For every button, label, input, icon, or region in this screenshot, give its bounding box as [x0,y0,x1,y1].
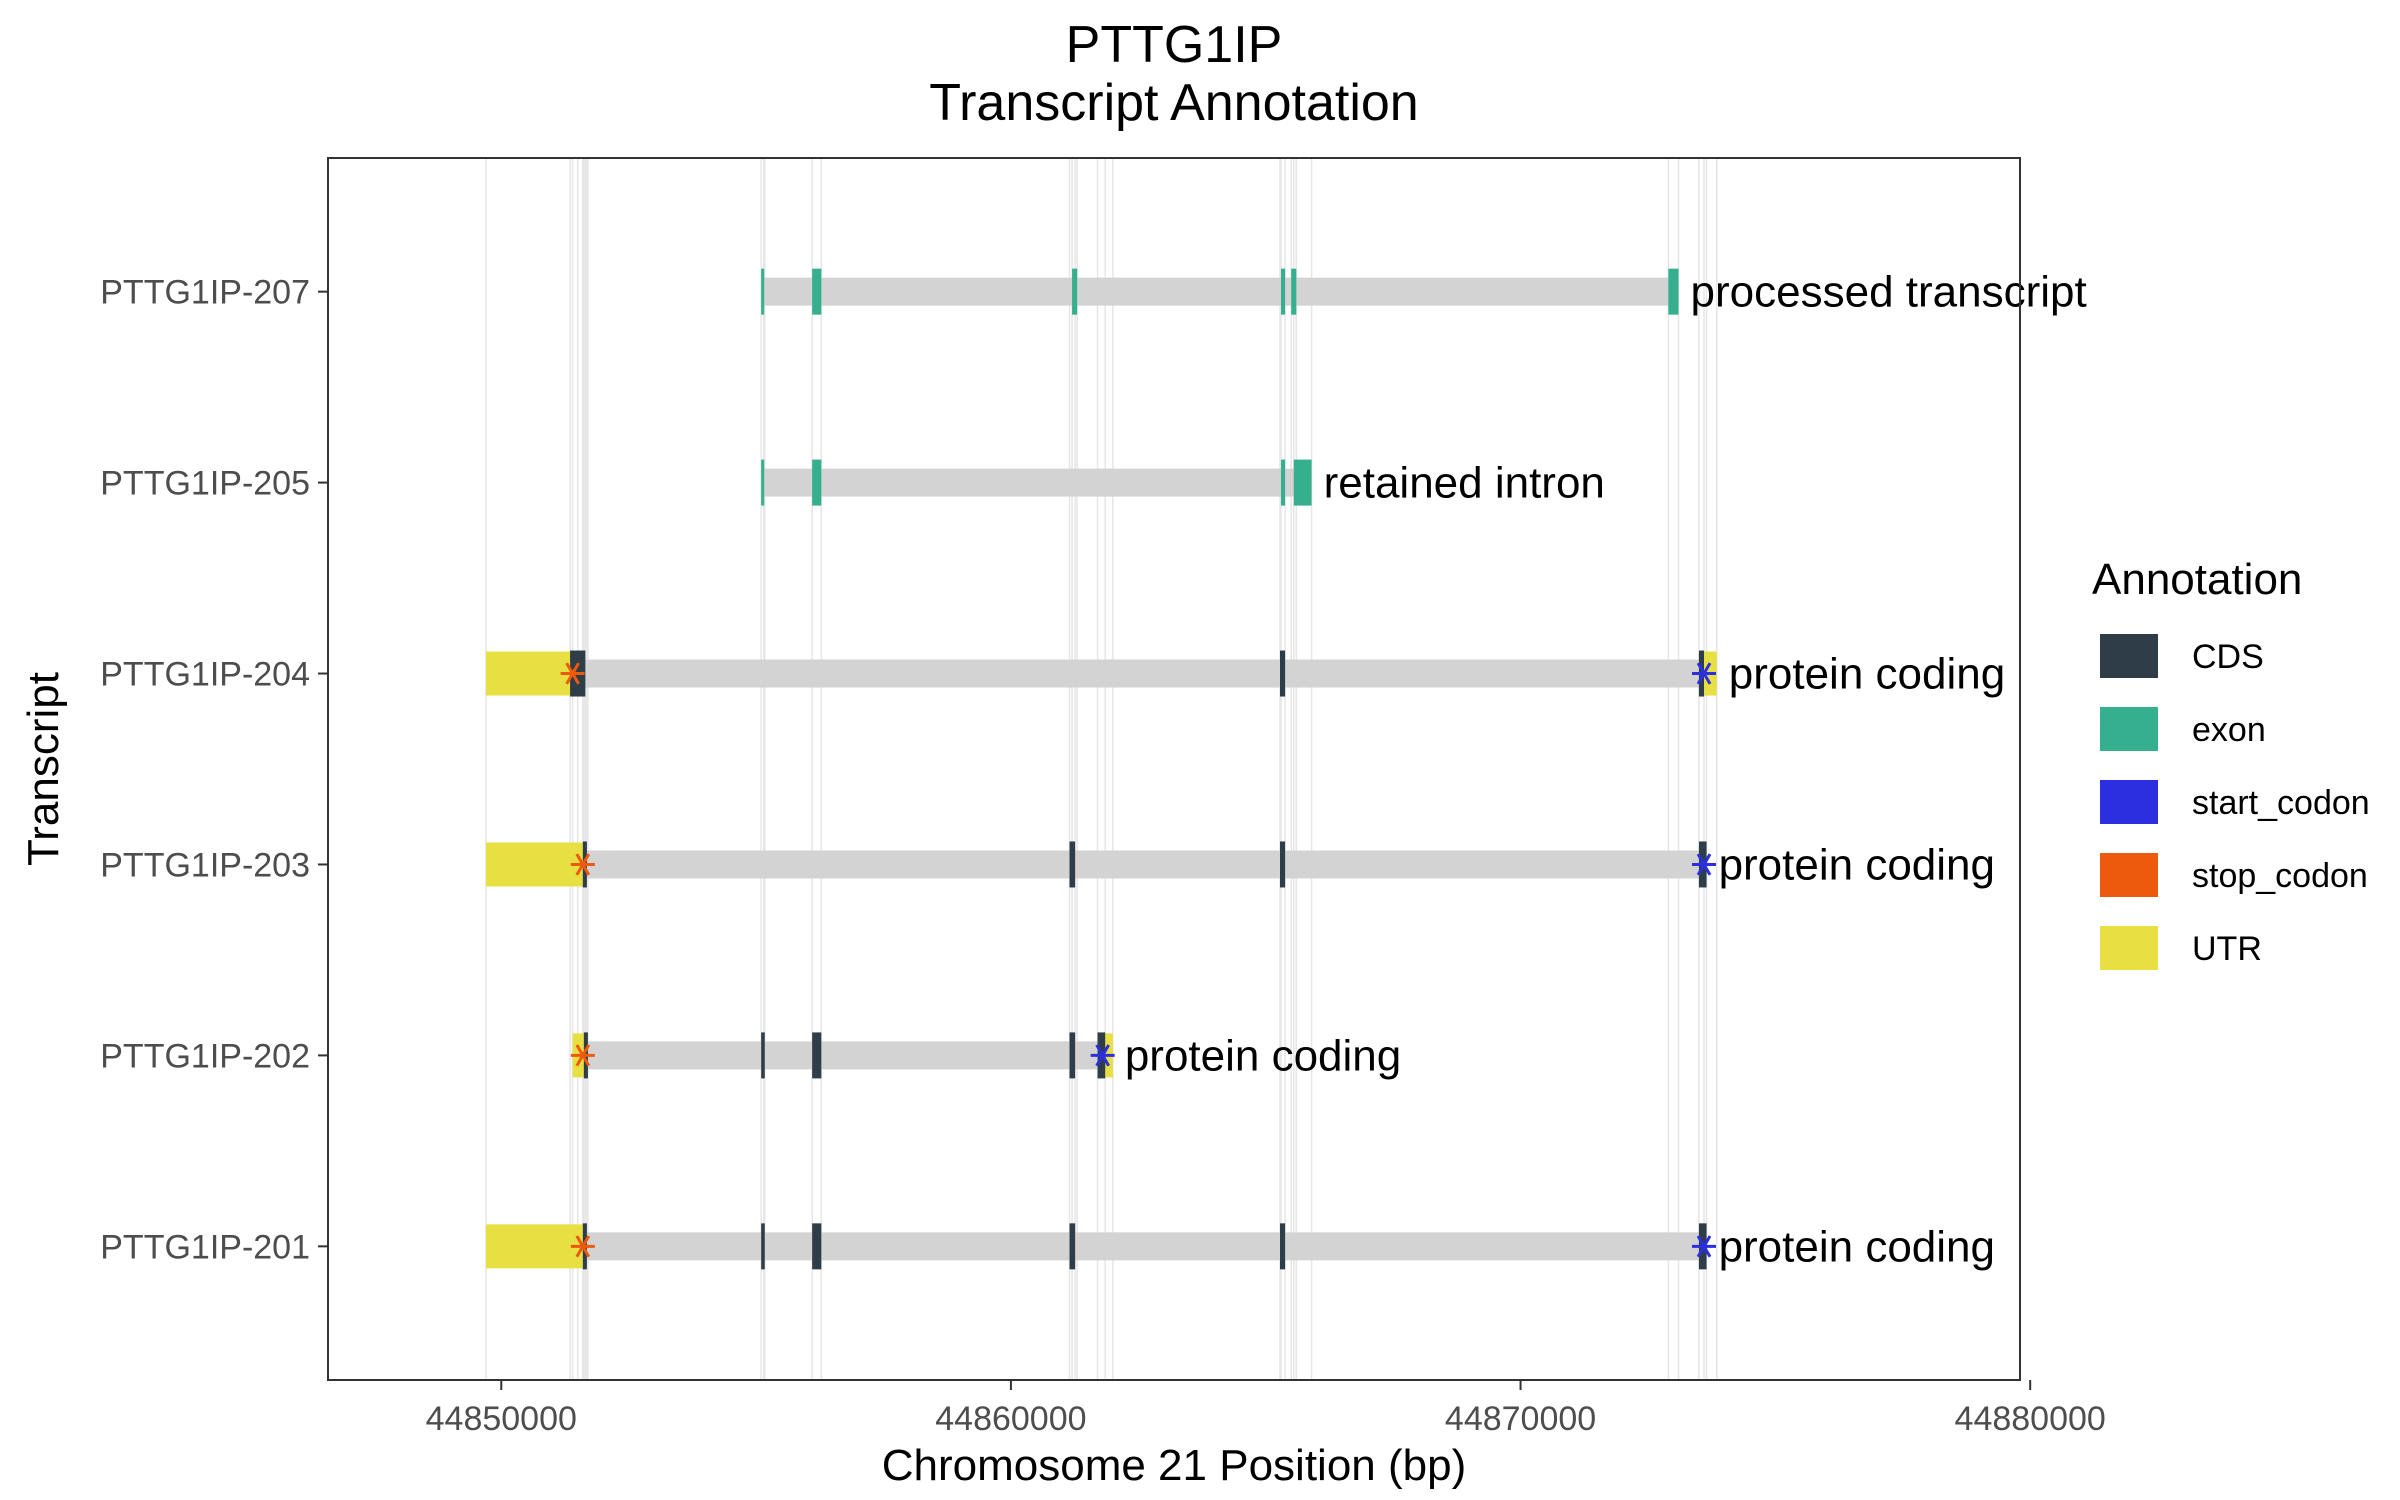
y-tick-label: PTTG1IP-207 [100,274,310,312]
y-tick-label: PTTG1IP-201 [100,1228,310,1266]
y-tick-label: PTTG1IP-203 [100,846,310,884]
legend-label: CDS [2192,638,2264,676]
x-tick-label: 44860000 [935,1400,1086,1438]
transcript-row: protein coding [485,840,1995,889]
cds-block [761,1223,765,1270]
biotype-label: processed transcript [1691,268,2087,317]
chart-subtitle: Transcript Annotation [929,74,1418,132]
transcript-row: processed transcript [761,268,2087,317]
x-tick-label: 44870000 [1445,1400,1596,1438]
intron-backbone [485,1232,1707,1261]
transcript-row: protein coding [485,650,2005,699]
stop-codon-marker-stroke [565,662,580,685]
biotype-label: protein coding [1125,1031,1401,1080]
stop-codon-marker [570,853,595,876]
cds-block [812,1223,822,1270]
transcript-row: retained intron [761,459,1605,508]
biotype-label: protein coding [1719,1222,1995,1271]
legend-title: Annotation [2092,555,2302,604]
y-tick-label: PTTG1IP-204 [100,656,310,694]
x-tick-label: 44850000 [426,1400,577,1438]
legend: Annotation CDS exon start_codon stop_codon U… [2092,555,2370,970]
legend-label: UTR [2192,930,2262,968]
cds-block [1280,841,1286,888]
stop-codon-marker [570,1044,595,1067]
exon-block [1281,459,1286,506]
start-codon-marker-stroke [1095,1044,1110,1067]
y-axis: PTTG1IP-207 PTTG1IP-205 PTTG1IP-204 PTTG1IP… [100,274,328,1266]
exon-block [1072,268,1078,315]
stop-codon-marker-stroke [575,1235,591,1258]
y-tick-label: PTTG1IP-205 [100,465,310,503]
cds-block [812,1032,822,1079]
transcript-tracks: processed transcript retained intron prote… [485,268,2087,1271]
transcript-row: protein coding [570,1031,1401,1080]
intron-backbone [485,659,1717,688]
cds-block [1280,1223,1286,1270]
panel-border [327,157,2021,1381]
legend-label: stop_codon [2192,857,2368,895]
intron-backbone [572,1041,1113,1070]
biotype-label: protein coding [1719,840,1995,889]
start-codon-marker [1692,662,1717,685]
intron-backbone [485,850,1707,879]
legend-items: CDS exon start_codon stop_codon UTR [2100,634,2370,970]
y-tick-label: PTTG1IP-202 [100,1037,310,1075]
x-axis: 44850000 44860000 44870000 44880000 [426,1380,2106,1438]
exon-block [1668,268,1679,315]
stop-codon-marker-stroke [575,853,591,876]
biotype-label: retained intron [1324,459,1605,508]
legend-swatch [2100,926,2158,970]
exon-block [761,268,765,315]
transcript-row: protein coding [485,1222,1995,1271]
utr-block [485,842,583,887]
exon-block [812,268,822,315]
gridlines [485,158,1718,1380]
chart-title: PTTG1IP [1066,16,1283,74]
x-tick-label: 44880000 [1955,1400,2106,1438]
stop-codon-marker [570,1235,595,1258]
legend-swatch [2100,634,2158,678]
start-codon-marker [1692,853,1717,876]
intron-backbone [761,277,1679,306]
legend-label: exon [2192,711,2266,749]
exon-block [761,459,765,506]
start-codon-marker [1090,1044,1115,1067]
cds-block [1280,650,1286,697]
start-codon-marker-stroke [1696,662,1712,685]
y-axis-title: Transcript [19,672,68,866]
cds-block [761,1032,765,1079]
legend-swatch [2100,707,2158,751]
start-codon-marker-stroke [1696,1235,1712,1258]
legend-swatch [2100,780,2158,824]
cds-block [1069,841,1076,888]
legend-swatch [2100,853,2158,897]
exon-block [1281,268,1286,315]
start-codon-marker [1692,1235,1717,1258]
stop-codon-marker [560,662,585,685]
intron-backbone [761,468,1312,497]
exon-block [812,459,822,506]
utr-block [485,1224,583,1269]
cds-block [1069,1032,1076,1079]
start-codon-marker-stroke [1696,853,1712,876]
legend-label: start_codon [2192,784,2370,822]
exon-block [1291,268,1297,315]
stop-codon-marker-stroke [575,1044,591,1067]
biotype-label: protein coding [1729,650,2005,699]
exon-block [1293,459,1312,506]
cds-block [1069,1223,1076,1270]
x-axis-title: Chromosome 21 Position (bp) [882,1441,1466,1490]
